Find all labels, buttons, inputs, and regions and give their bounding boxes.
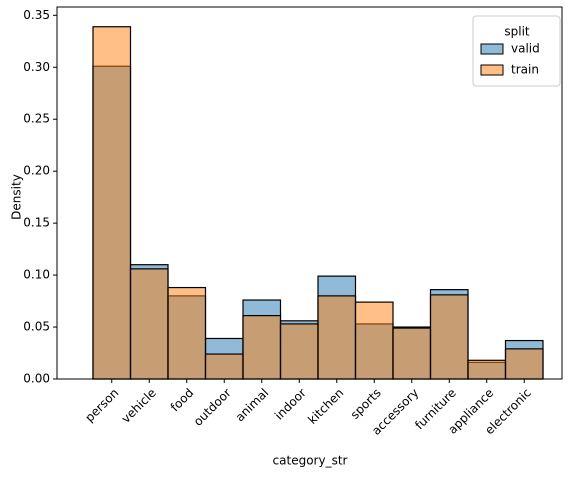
bar xyxy=(242,315,282,380)
x-tick-label: kitchen xyxy=(305,386,346,427)
y-tick-label: 0.35 xyxy=(23,8,50,22)
bar xyxy=(317,295,357,380)
x-tick-label: indoor xyxy=(272,386,309,423)
bar xyxy=(504,348,544,380)
legend-label: train xyxy=(511,63,539,77)
legend-title: split xyxy=(504,25,530,39)
y-tick-label: 0.05 xyxy=(23,320,50,334)
axes-frame xyxy=(56,6,563,380)
x-tick-label: outdoor xyxy=(191,386,234,429)
y-tick-label: 0.20 xyxy=(23,164,50,178)
y-tick-label: 0.25 xyxy=(23,112,50,126)
bar xyxy=(354,301,394,380)
x-tick-label: vehicle xyxy=(119,386,159,426)
bar xyxy=(92,26,132,380)
bar xyxy=(467,359,507,380)
bar xyxy=(129,268,169,380)
y-tick-label: 0.30 xyxy=(23,60,50,74)
x-tick-label: food xyxy=(168,386,197,415)
bar xyxy=(204,353,244,380)
x-tick-label: sports xyxy=(348,386,384,422)
legend-label: valid xyxy=(511,42,540,56)
bar xyxy=(429,294,469,380)
y-tick-label: 0.15 xyxy=(23,216,50,230)
y-tick-label: 0.10 xyxy=(23,268,50,282)
legend-swatch xyxy=(480,43,504,55)
x-tick-label: animal xyxy=(233,386,272,425)
bar xyxy=(392,327,432,380)
x-axis-label: category_str xyxy=(273,454,348,468)
bar xyxy=(167,286,207,380)
y-tick-label: 0.00 xyxy=(23,372,50,386)
y-axis-label: Density xyxy=(10,174,24,220)
legend-swatch xyxy=(480,64,504,76)
bar xyxy=(279,323,319,380)
x-tick-label: person xyxy=(82,386,121,425)
